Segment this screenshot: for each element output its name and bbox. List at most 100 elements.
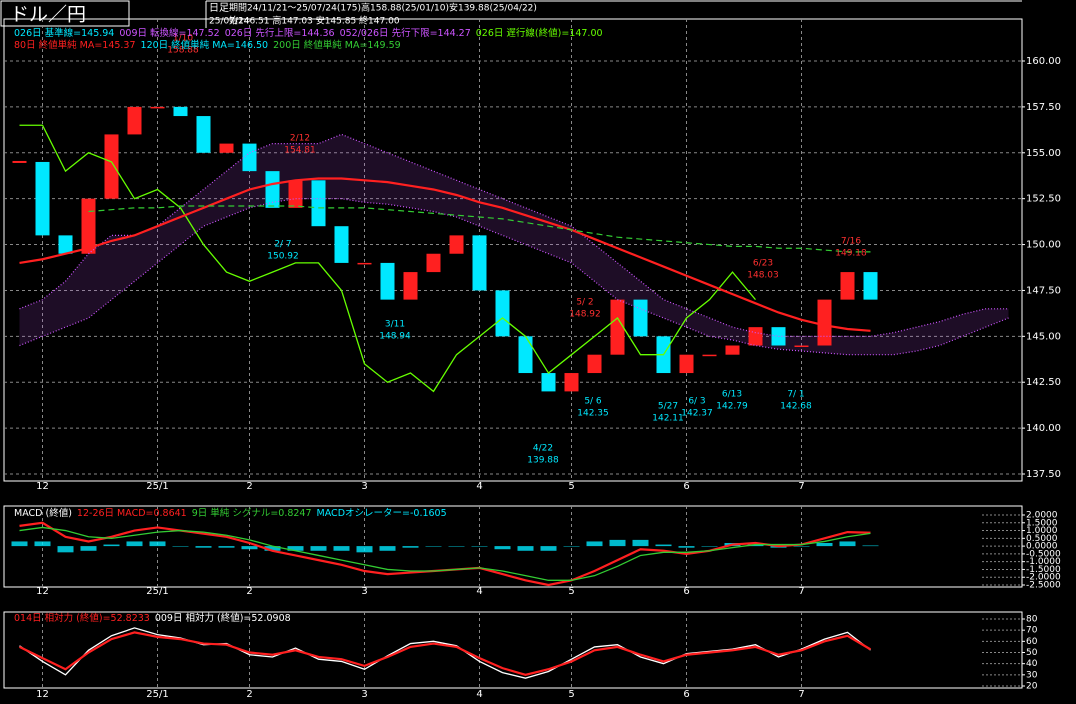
histogram-bar [333,546,350,551]
close-bar [863,272,878,300]
histogram-bar [425,546,442,547]
series-line [19,177,871,332]
histogram-bar [34,541,51,547]
close-bar [104,134,119,199]
histogram-bar [126,541,143,547]
y-tick-label: 0.0000 [1026,542,1058,552]
annotation-date: 1/10 [173,34,193,44]
close-bar [58,235,73,254]
close-bar [150,106,165,109]
legend-entry: 12-26日 MACD=0.8641 [76,508,187,519]
annotation-value: 148.03 [747,271,779,281]
y-tick-label: 140.00 [1026,423,1061,434]
close-bar [403,272,418,300]
x-tick-label: 2 [246,689,252,700]
x-tick-label: 12 [36,481,49,492]
y-tick-label: 70 [1026,626,1038,636]
histogram-bar [195,546,212,548]
legend-row: 014日 相対力 (終値)=52.8233 009日 相対力 (終値)=52.09… [14,613,296,625]
annotation-value: 142.79 [716,402,748,412]
legend-entry: 014日 相対力 (終値)=52.8233 [14,613,150,624]
x-tick-label: 2 [246,481,252,492]
annotation-value: 150.92 [267,252,299,262]
series-line [19,124,756,393]
y-tick-label: 50 [1026,648,1038,658]
close-bar [702,354,717,357]
x-tick-label: 3 [361,481,367,492]
histogram-bar [862,545,879,547]
legend-entry: 026日 基準線=145.94 [14,28,115,39]
x-tick-label: 3 [361,689,367,700]
close-bar [334,226,349,263]
close-bar [541,373,556,392]
histogram-bar [402,546,419,548]
series-line [19,526,871,581]
y-tick-label: -2.0000 [1026,573,1061,583]
y-tick-label: -1.0000 [1026,557,1061,567]
x-tick-label: 6 [683,689,689,700]
annotation-date: 6/ 3 [688,397,705,407]
close-bar [587,354,602,374]
close-bar [173,106,188,117]
y-tick-label: 147.50 [1026,285,1061,296]
close-bar [495,290,510,337]
close-bar [311,180,326,227]
range: 期間24/11/21～25/07/24(175)高158.88(25/01/10… [229,2,537,14]
histogram-bar [172,546,189,547]
y-tick-label: 60 [1026,637,1038,647]
series-line [88,205,871,253]
y-tick-label: 20 [1026,682,1038,692]
annotation-value: 139.88 [527,456,559,466]
x-tick-label: 2 [246,586,252,597]
annotation-value: 158.88 [167,46,199,56]
histogram-bar [632,539,649,547]
y-tick-label: -1.5000 [1026,565,1061,575]
panel-title: MACD (終値) [14,508,72,519]
symbol-box [0,0,130,27]
legend-entry: 009日 相対力 (終値)=52.0908 [154,613,291,624]
y-tick-label: 155.00 [1026,148,1061,159]
histogram-bar [57,546,74,553]
series-line [19,627,871,679]
histogram-bar [149,541,166,547]
y-tick-label: 150.00 [1026,240,1061,251]
histogram-bar [264,546,281,551]
x-tick-label: 12 [36,689,49,700]
annotation-date: 4/22 [533,444,553,454]
legend-entry: MACDオシレーター=-0.1605 [316,508,447,519]
x-tick-label: 3 [361,586,367,597]
y-tick-label: 2.0000 [1026,511,1058,521]
date: 25/07/24 [209,17,250,27]
histogram-bar [540,546,557,551]
y-tick-label: 152.50 [1026,194,1061,205]
close-bar [426,253,441,273]
close-bar [748,327,763,346]
histogram-bar [11,541,28,547]
histogram-bar [609,539,626,547]
annotation-date: 7/ 1 [787,390,804,400]
close-bar [242,143,257,172]
legend-row: 026日 基準線=145.94 009日 転換線=147.52 026日 先行上限=… [14,28,608,40]
x-tick-label: 6 [683,586,689,597]
close-bar [794,345,809,348]
legend-entry: 052/026日 先行下限=144.27 [339,28,471,39]
annotation-value: 154.81 [284,146,316,156]
legend-entry: 80日 終値単純 MA=145.37 [14,40,136,51]
close-bar [679,354,694,374]
y-tick-label: 160.00 [1026,56,1061,67]
annotation-date: 5/27 [658,402,678,412]
x-tick-label: 4 [476,689,482,700]
symbol: ドル／円 [10,4,86,26]
x-tick-label: 7 [798,586,804,597]
close-bar [449,235,464,254]
close-bar [12,160,27,163]
y-tick-label: 1.0000 [1026,526,1058,536]
annotation-date: 6/13 [722,390,742,400]
series-line [19,631,872,676]
annotation-value: 149.18 [835,249,867,259]
histogram-bar [310,546,327,551]
close-bar [288,180,303,208]
x-tick-label: 5 [568,586,574,597]
close-bar [357,262,372,265]
